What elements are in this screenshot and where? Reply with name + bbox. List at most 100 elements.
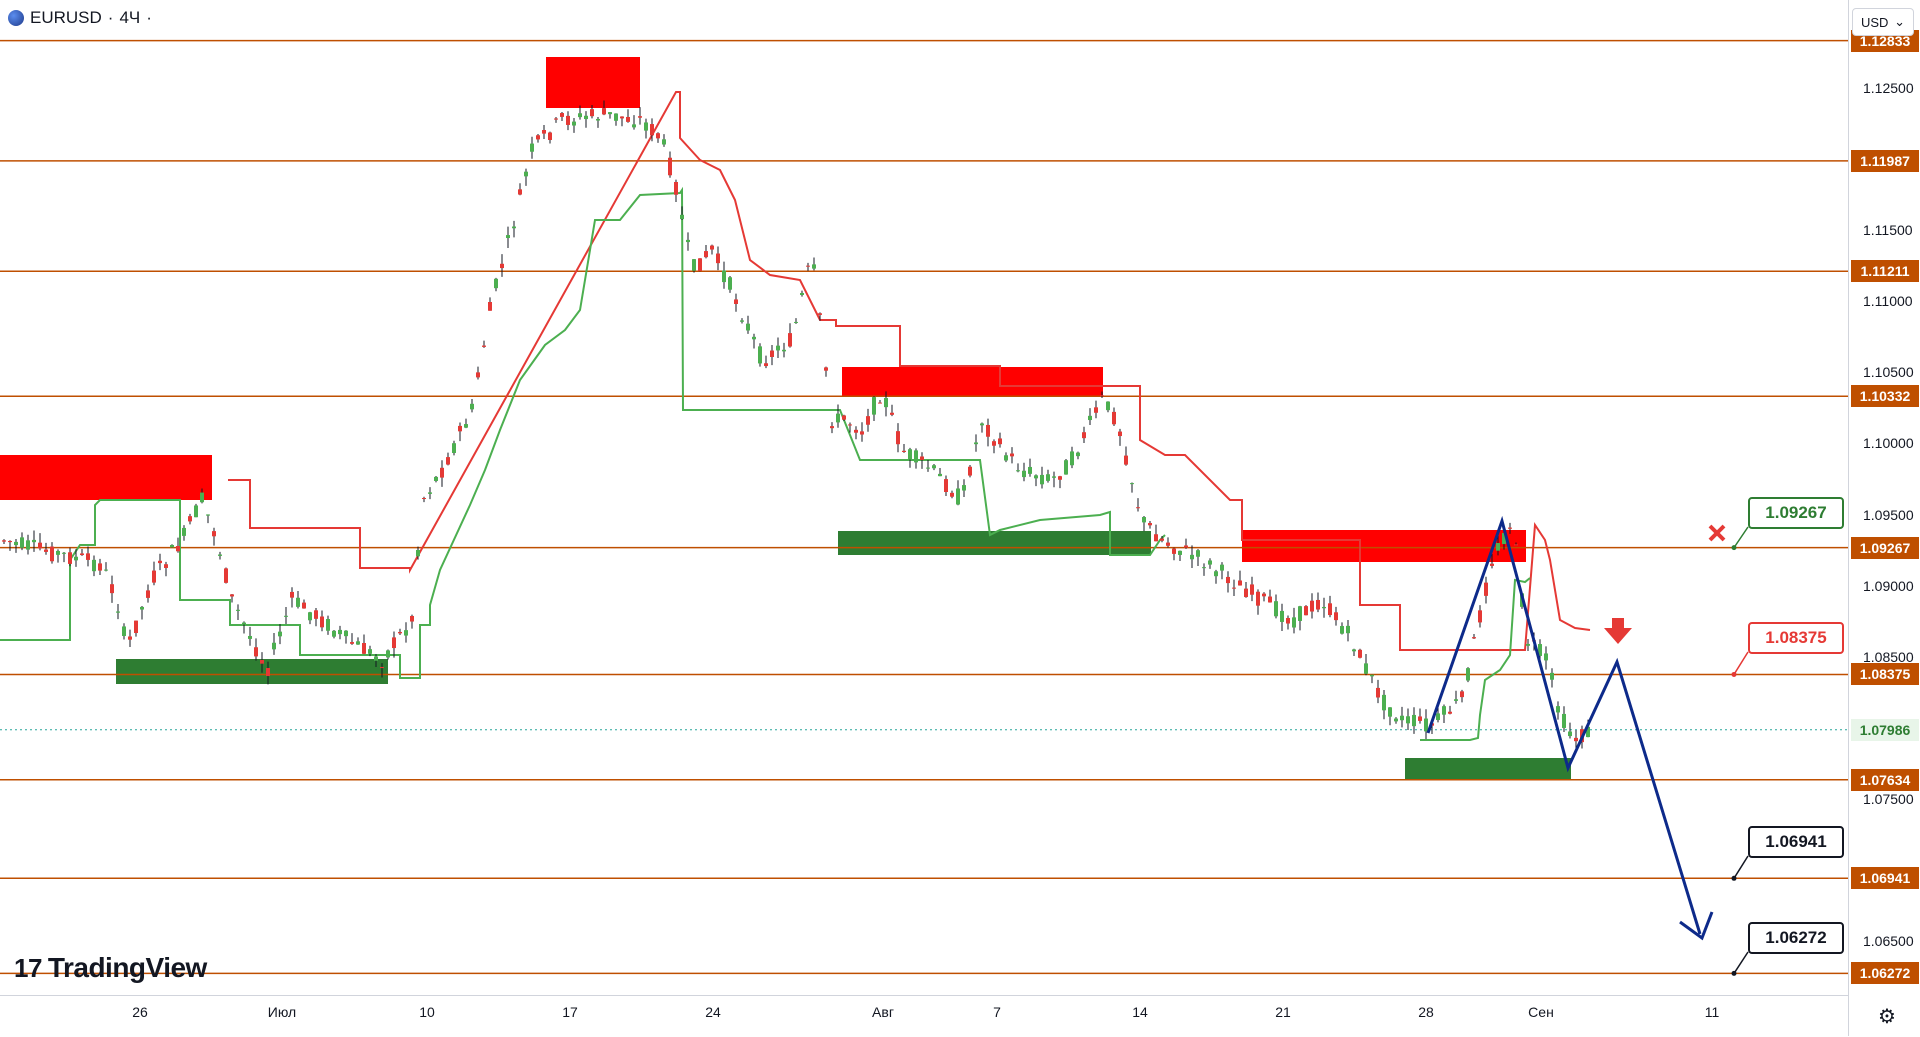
candle-body [1568, 731, 1572, 737]
candle-body [974, 442, 978, 445]
callout-anchor [1731, 875, 1737, 881]
target2-callout[interactable]: 1.06272 [1748, 922, 1844, 954]
candle-body [242, 622, 246, 625]
candle-body [1358, 649, 1362, 658]
candle-body [1310, 600, 1314, 612]
target1-callout[interactable]: 1.06941 [1748, 826, 1844, 858]
candle-body [392, 637, 396, 649]
candle-body [302, 602, 306, 609]
candle-body [380, 666, 384, 669]
candle-body [248, 635, 252, 639]
candle-body [1544, 653, 1548, 661]
gear-icon[interactable]: ⚙ [1878, 1006, 1896, 1028]
candle-body [1526, 643, 1530, 646]
candle-body [608, 112, 612, 115]
candle-body [1088, 415, 1092, 421]
candle-body [1220, 564, 1224, 571]
candle-body [326, 619, 330, 631]
candle-body [2, 540, 6, 542]
candle-body [890, 412, 894, 415]
candle-body [1034, 475, 1038, 479]
level-price-label: 1.11987 [1851, 149, 1919, 172]
candle-body [1070, 451, 1074, 466]
price-tick: 1.12500 [1863, 80, 1914, 96]
candle-body [1490, 563, 1494, 566]
price-chart[interactable] [0, 0, 1848, 995]
candle-body [758, 346, 762, 364]
candle-body [368, 649, 372, 654]
candle-body [1262, 593, 1266, 597]
candle-body [1424, 718, 1428, 732]
candle-body [134, 620, 138, 634]
candle-body [398, 631, 402, 634]
candle-body [1280, 610, 1284, 622]
candle-body [1556, 706, 1560, 713]
candle-body [1352, 649, 1356, 652]
candle-body [1466, 668, 1470, 681]
chart-area[interactable]: EURUSD · 4Ч · 17 TradingView 1.09267 1.0… [0, 0, 1848, 995]
candle-body [1178, 550, 1182, 555]
candle-body [1376, 687, 1380, 698]
symbol-header[interactable]: EURUSD · 4Ч · [8, 8, 152, 28]
candle-body [1064, 460, 1068, 475]
candle-body [62, 552, 66, 554]
time-tick: 17 [562, 1004, 578, 1020]
price-axis[interactable]: 1.12500 1.11500 1.11000 1.10500 1.10000 1.095… [1848, 0, 1920, 1036]
candle-body [362, 643, 366, 654]
candle-body [986, 424, 990, 437]
candle-body [188, 516, 192, 522]
candle-body [728, 277, 732, 290]
candle-body [794, 321, 798, 323]
timeframe[interactable]: 4Ч [119, 8, 141, 27]
candle-body [1214, 571, 1218, 577]
candle-body [170, 545, 174, 548]
time-axis[interactable]: 26 Июл 10 17 24 Авг 7 14 21 28 Сен 11 [0, 995, 1848, 1037]
entry-callout[interactable]: 1.08375 [1748, 622, 1844, 654]
candle-body [1058, 476, 1062, 480]
candle-body [296, 597, 300, 607]
candle-body [122, 626, 126, 636]
level-price-label: 1.07634 [1851, 768, 1919, 791]
candle-body [698, 258, 702, 271]
candle-body [878, 402, 882, 404]
candle-body [722, 270, 726, 283]
candle-body [338, 629, 342, 635]
resistance-band [228, 91, 1591, 651]
candle-body [866, 416, 870, 425]
stop-callout[interactable]: 1.09267 [1748, 497, 1844, 529]
candle-body [536, 135, 540, 140]
candle-body [926, 467, 930, 469]
candle-body [644, 122, 648, 131]
candle-body [158, 560, 162, 564]
candle-body [908, 449, 912, 460]
candle-body [458, 425, 462, 432]
candle-body [404, 630, 408, 636]
price-tick: 1.06500 [1863, 933, 1914, 949]
support-band [0, 186, 1166, 679]
projection-path [1426, 515, 1702, 935]
candle-body [374, 656, 378, 661]
tradingview-logo[interactable]: 17 TradingView [14, 952, 207, 984]
candle-body [164, 564, 168, 568]
candle-body [530, 143, 534, 152]
candle-body [80, 553, 84, 556]
candle-body [842, 415, 846, 420]
time-tick: 26 [132, 1004, 148, 1020]
candle-body [752, 336, 756, 340]
candle-body [1514, 544, 1518, 546]
candle-body [224, 568, 228, 583]
candle-body [314, 610, 318, 619]
candle-body [104, 569, 108, 571]
currency-select[interactable]: USD ⌄ [1852, 8, 1914, 36]
supply-zone [1242, 530, 1526, 562]
candle-body [1040, 474, 1044, 485]
candle-body [872, 397, 876, 415]
candle-body [938, 473, 942, 477]
candle-body [1316, 599, 1320, 610]
candle-body [200, 492, 204, 503]
candle-body [1148, 523, 1152, 526]
candle-body [1346, 625, 1350, 634]
candle-body [848, 424, 852, 426]
candle-body [8, 540, 12, 543]
separator: · [107, 8, 114, 27]
